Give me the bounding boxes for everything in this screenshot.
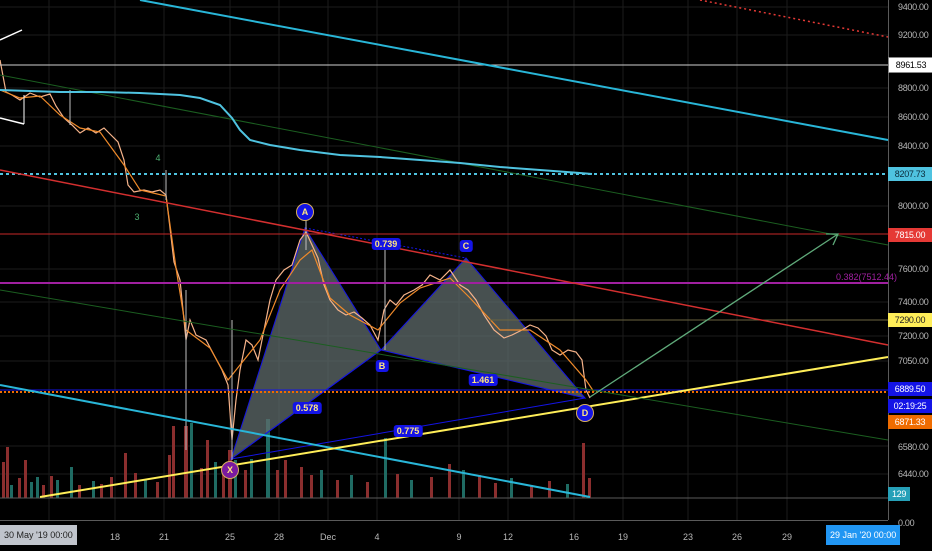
pattern-point-a[interactable]: A xyxy=(296,203,314,221)
last-price-badge: 6889.50 xyxy=(888,382,932,396)
time-tick: 21 xyxy=(158,532,170,542)
time-tick: Dec xyxy=(319,532,337,542)
wave-label-4: 4 xyxy=(155,153,161,163)
time-axis[interactable] xyxy=(0,520,888,551)
time-tick: 23 xyxy=(682,532,694,542)
time-tick: 9 xyxy=(456,532,462,542)
price-tick: 9400.00 xyxy=(898,2,929,12)
price-tick: 8800.00 xyxy=(898,83,929,93)
time-tick: 29 xyxy=(781,532,793,542)
crosshair-end-date-badge: 29 Jan '20 00:00 xyxy=(826,525,901,545)
price-tick: 7600.00 xyxy=(898,264,929,274)
ratio-label-xd: 0.775 xyxy=(393,425,423,437)
ratio-label-bd: 1.461 xyxy=(468,374,498,386)
time-tick: 26 xyxy=(731,532,743,542)
time-tick: 16 xyxy=(568,532,580,542)
price-tick: 6580.00 xyxy=(898,442,929,452)
ratio-label-xb: 0.578 xyxy=(292,402,322,414)
pattern-point-b[interactable]: B xyxy=(375,360,389,372)
price-axis[interactable] xyxy=(888,0,932,520)
time-tick: 18 xyxy=(109,532,121,542)
price-tick: 7400.00 xyxy=(898,297,929,307)
time-tick: 25 xyxy=(224,532,236,542)
price-badge-red-line: 7815.00 xyxy=(888,228,932,242)
volume-badge: 129 xyxy=(888,487,910,501)
pattern-point-d[interactable]: D xyxy=(576,404,594,422)
moving-average-badge: 6871.33 xyxy=(888,415,932,429)
ratio-label-ac: 0.739 xyxy=(371,238,401,250)
price-tick: 8400.00 xyxy=(898,141,929,151)
time-tick: 19 xyxy=(617,532,629,542)
price-badge-white-line: 8961.53 xyxy=(888,57,932,73)
time-tick: 12 xyxy=(502,532,514,542)
volume-axis-tick: 0.00 xyxy=(898,518,915,528)
price-tick: 8000.00 xyxy=(898,201,929,211)
grid-lines xyxy=(0,0,888,520)
pattern-point-c[interactable]: C xyxy=(459,240,473,252)
wave-label-3: 3 xyxy=(134,212,140,222)
fib-level-label: 0.382(7512.44) xyxy=(836,272,898,282)
pattern-point-x[interactable]: X xyxy=(221,461,239,479)
time-tick: 28 xyxy=(273,532,285,542)
price-badge-cyan-line: 8207.73 xyxy=(888,167,932,181)
price-tick: 8600.00 xyxy=(898,112,929,122)
bar-countdown-badge: 02:19:25 xyxy=(888,399,932,413)
volume-bars xyxy=(2,419,591,498)
crosshair-start-date-badge: 30 May '19 00:00 xyxy=(0,525,77,545)
price-tick: 7050.00 xyxy=(898,356,929,366)
price-tick: 9200.00 xyxy=(898,30,929,40)
price-tick: 6440.00 xyxy=(898,469,929,479)
price-tick: 7200.00 xyxy=(898,331,929,341)
time-tick: 4 xyxy=(374,532,380,542)
price-badge-yellow-line: 7290.00 xyxy=(888,313,932,327)
